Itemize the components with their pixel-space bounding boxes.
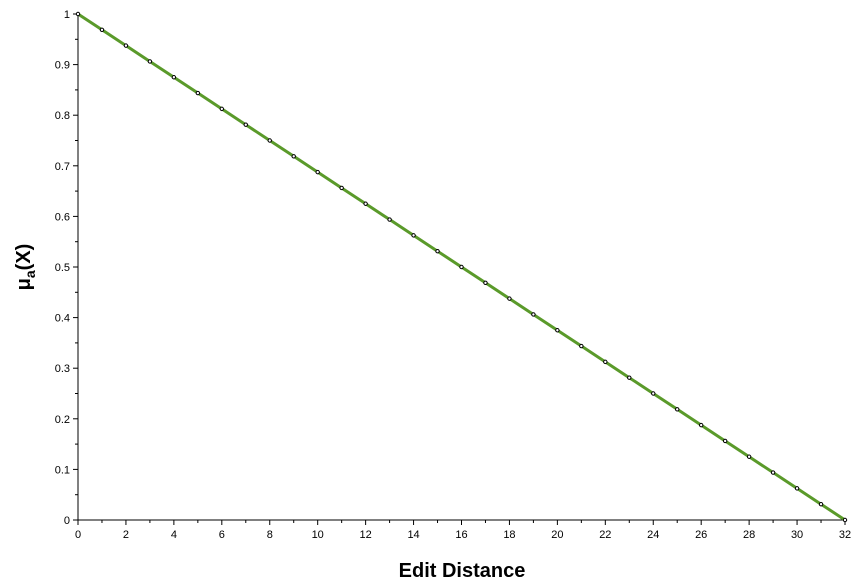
x-tick-label: 18 [503,529,515,541]
y-tick-label: 0 [64,515,70,527]
data-point [603,359,608,365]
data-point [219,106,225,112]
data-point [435,248,440,254]
data-point [627,375,632,380]
data-point [818,501,824,507]
data-point [675,407,680,412]
x-tick-label: 12 [360,529,372,541]
y-tick-label: 1 [64,9,70,21]
x-tick-label: 4 [171,529,177,541]
data-point [531,312,536,317]
x-tick-label: 24 [647,529,659,541]
x-tick-label: 30 [791,529,803,541]
data-point [651,391,656,396]
data-point [555,328,560,333]
data-point [267,138,272,143]
y-tick-label: 0.8 [55,110,70,122]
x-tick-label: 8 [267,529,273,541]
data-point [459,264,464,270]
x-tick-label: 32 [839,529,851,541]
data-point [195,90,201,96]
series-layer [75,11,848,523]
x-tick-label: 28 [743,529,755,541]
y-tick-label: 0.3 [55,363,70,375]
data-point [746,454,752,459]
data-point [698,422,704,428]
x-tick-label: 0 [75,529,81,541]
y-tick-label: 0.4 [55,313,70,325]
x-tick-label: 22 [599,529,611,541]
data-point [123,43,129,48]
y-tick-label: 0.5 [55,262,70,274]
y-tick-label: 0.2 [55,414,70,426]
tick-layer: 0 2 4 6 8 10 12 14 16 18 20 22 24 26 28 30 3200.10.20.30… [55,9,851,541]
x-tick-label: 20 [551,529,563,541]
data-point [243,122,248,127]
y-tick-label: 0.9 [55,60,70,72]
data-point [722,438,728,444]
data-point [315,169,320,175]
data-point [483,280,488,286]
x-axis-title: Edit Distance [399,560,526,582]
y-axis-title: μa(X) [13,244,38,291]
data-point [842,517,848,523]
data-point [291,154,296,159]
y-axis-title-main: μ [13,278,35,290]
data-point [99,27,105,33]
y-tick-label: 0.6 [55,211,70,223]
data-point [387,217,392,222]
x-tick-label: 26 [695,529,707,541]
data-point [411,233,416,238]
data-point [579,343,584,349]
y-axis-title-subscript: a [22,270,38,278]
data-point [507,296,512,301]
y-tick-label: 0.1 [55,464,70,476]
y-tick-label: 0.7 [55,161,70,173]
x-tick-label: 10 [312,529,324,541]
data-point [171,75,177,80]
x-tick-label: 16 [455,529,467,541]
x-tick-label: 14 [407,529,419,541]
data-point [363,201,368,206]
data-point [794,486,800,491]
data-point [147,59,153,64]
data-point [75,11,81,17]
data-point [770,470,776,475]
x-tick-label: 2 [123,529,129,541]
y-axis-title-suffix: (X) [13,244,35,271]
axis-titles: Edit Distance μa(X) [13,244,525,582]
data-point [339,185,344,191]
x-tick-label: 6 [219,529,225,541]
